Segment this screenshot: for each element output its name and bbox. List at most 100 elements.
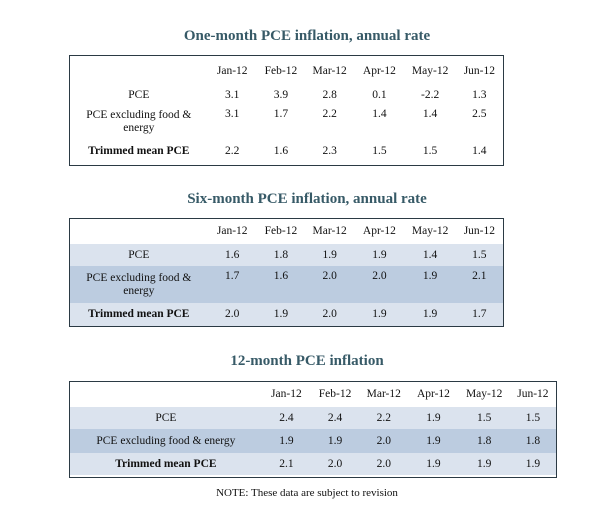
table-cell: 1.7: [455, 303, 503, 326]
row-label: PCE excluding food & energy: [70, 266, 208, 303]
column-header: May-12: [411, 64, 449, 77]
table-row: PCE excluding food & energy 1.9 1.9 2.0 …: [70, 429, 556, 453]
table-cell: 1.9: [408, 429, 459, 453]
table-cell: 2.0: [359, 429, 409, 453]
column-header: Apr-12: [408, 382, 459, 407]
table-row: Trimmed mean PCE 2.0 1.9 2.0 1.9 1.9 1.7: [70, 303, 503, 326]
row-label: PCE excluding food & energy: [86, 109, 192, 134]
table-cell: 2.0: [310, 453, 360, 475]
table-cell: 2.4: [261, 407, 311, 429]
table-cell: 1.7: [207, 266, 257, 303]
row-label: PCE: [70, 407, 262, 429]
table-cell: 1.5: [458, 407, 510, 429]
table-cell: 1.9: [354, 244, 405, 266]
table-row: Trimmed mean PCE 2.2 1.6 2.3 1.5 1.5 1.4: [70, 139, 503, 163]
column-header: May-12: [458, 382, 510, 407]
row-label: PCE: [128, 89, 150, 101]
table-cell: 1.6: [256, 266, 306, 303]
table-1-header-row: Jan-12 Feb-12 Mar-12 Apr-12 May-12 Jun-1…: [70, 56, 503, 86]
table-3-title: 12-month PCE inflation: [230, 353, 384, 369]
row-label: Trimmed mean PCE: [70, 303, 208, 326]
table-cell: 1.9: [408, 453, 459, 475]
table-cell: 1.9: [305, 244, 355, 266]
table-2-header-row: Jan-12 Feb-12 Mar-12 Apr-12 May-12 Jun-1…: [70, 219, 503, 244]
header-blank: [70, 56, 208, 86]
table-1-title: One-month PCE inflation, annual rate: [183, 28, 431, 44]
table-row: PCE 2.4 2.4 2.2 1.9 1.5 1.5: [70, 407, 556, 429]
table-cell: 2.2: [225, 144, 240, 157]
table-3-header-row: Jan-12 Feb-12 Mar-12 Apr-12 May-12 Jun-1…: [70, 382, 556, 407]
table-cell: 1.6: [273, 144, 289, 157]
table-cell: 1.9: [354, 303, 405, 326]
column-header: Mar-12: [305, 219, 355, 244]
column-header: Mar-12: [359, 382, 409, 407]
table-cell: 1.9: [458, 453, 510, 475]
table-cell: 1.4: [404, 244, 456, 266]
table-cell: 1.5: [372, 144, 387, 157]
table-cell: 1.4: [472, 144, 487, 157]
table-cell: 2.1: [455, 266, 503, 303]
table-cell: 1.9: [256, 303, 306, 326]
table-cell: 2.4: [310, 407, 360, 429]
table-row: PCE excluding food & energy 1.7 1.6 2.0 …: [70, 266, 503, 303]
table-cell: 2.0: [207, 303, 257, 326]
table-cell: 2.1: [261, 453, 311, 475]
table-cell: 1.4: [372, 108, 387, 120]
table-cell: 1.9: [408, 407, 459, 429]
row-label: PCE: [70, 244, 208, 266]
table-cell: -2.2: [421, 89, 440, 101]
table-cell: 3.9: [273, 89, 289, 101]
column-header: Jun-12: [463, 64, 496, 77]
table-cell: 1.9: [404, 266, 456, 303]
table-row: PCE 1.6 1.8 1.9 1.9 1.4 1.5: [70, 244, 503, 266]
table-cell: 1.7: [273, 108, 289, 120]
column-header: Jun-12: [509, 382, 556, 407]
table-cell: 2.2: [322, 108, 337, 120]
revision-note: NOTE: These data are subject to revision: [216, 487, 398, 499]
column-header: Jun-12: [455, 219, 503, 244]
table-cell: 1.3: [472, 89, 487, 101]
header-blank: [70, 382, 262, 407]
column-header: Apr-12: [362, 64, 396, 77]
table-cell: 1.4: [422, 108, 438, 120]
table-cell: 2.0: [359, 453, 409, 475]
table-row: PCE 3.1 3.9 2.8 0.1 -2.2 1.3: [70, 86, 503, 105]
row-label: PCE excluding food & energy: [70, 429, 262, 453]
table-cell: 2.5: [472, 108, 487, 120]
header-blank: [70, 219, 208, 244]
table-row: Trimmed mean PCE 2.1 2.0 2.0 1.9 1.9 1.9: [70, 453, 556, 475]
column-header: Mar-12: [312, 64, 347, 77]
table-cell: 1.6: [207, 244, 257, 266]
table-cell: 1.5: [422, 144, 438, 157]
column-header: May-12: [404, 219, 456, 244]
table-cell: 1.9: [509, 453, 556, 475]
column-header: Jan-12: [207, 219, 257, 244]
table-cell: 1.9: [261, 429, 311, 453]
column-header: Feb-12: [256, 219, 306, 244]
table-cell: 3.1: [225, 108, 240, 120]
table-cell: 1.8: [458, 429, 510, 453]
table-cell: 1.8: [256, 244, 306, 266]
table-2: Jan-12 Feb-12 Mar-12 Apr-12 May-12 Jun-1…: [69, 218, 504, 327]
table-cell: 1.9: [310, 429, 360, 453]
table-3: Jan-12 Feb-12 Mar-12 Apr-12 May-12 Jun-1…: [69, 381, 557, 478]
table-cell: 1.9: [404, 303, 456, 326]
column-header: Apr-12: [354, 219, 405, 244]
column-header: Jan-12: [216, 64, 248, 77]
table-cell: 2.0: [305, 303, 355, 326]
table-row: PCE excluding food & energy 3.1 1.7 2.2 …: [70, 105, 503, 139]
table-cell: 1.5: [455, 244, 503, 266]
table-cell: 0.1: [372, 89, 387, 101]
column-header: Feb-12: [264, 64, 298, 77]
table-cell: 2.2: [359, 407, 409, 429]
table-cell: 2.8: [322, 89, 337, 101]
table-cell: 2.0: [305, 266, 355, 303]
table-cell: 1.8: [509, 429, 556, 453]
table-cell: 2.3: [322, 144, 337, 157]
table-cell: 2.0: [354, 266, 405, 303]
table-2-title: Six-month PCE inflation, annual rate: [187, 191, 427, 207]
table-cell: 1.5: [509, 407, 556, 429]
column-header: Jan-12: [261, 382, 311, 407]
table-1: Jan-12 Feb-12 Mar-12 Apr-12 May-12 Jun-1…: [69, 55, 504, 166]
row-label: Trimmed mean PCE: [88, 144, 190, 157]
